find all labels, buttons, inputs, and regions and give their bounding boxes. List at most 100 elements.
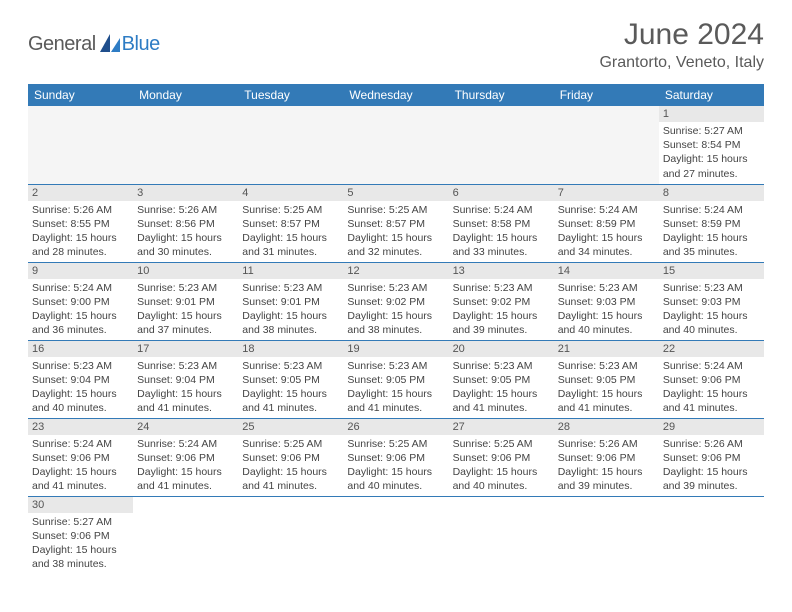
day-number: 17 <box>133 341 238 357</box>
day-line: Daylight: 15 hours <box>347 465 444 479</box>
calendar-table: Sunday Monday Tuesday Wednesday Thursday… <box>28 84 764 574</box>
calendar-cell: 28Sunrise: 5:26 AMSunset: 9:06 PMDayligh… <box>554 418 659 496</box>
day-body: Sunrise: 5:24 AMSunset: 9:00 PMDaylight:… <box>28 279 133 340</box>
day-line: Daylight: 15 hours <box>32 465 129 479</box>
day-number: 23 <box>28 419 133 435</box>
calendar-cell <box>133 106 238 184</box>
sail-icon <box>98 32 122 57</box>
day-line: Sunrise: 5:23 AM <box>558 359 655 373</box>
calendar-cell: 5Sunrise: 5:25 AMSunset: 8:57 PMDaylight… <box>343 184 448 262</box>
calendar-cell: 1Sunrise: 5:27 AMSunset: 8:54 PMDaylight… <box>659 106 764 184</box>
day-line: Sunset: 9:02 PM <box>347 295 444 309</box>
day-line: Sunrise: 5:27 AM <box>663 124 760 138</box>
calendar-row: 9Sunrise: 5:24 AMSunset: 9:00 PMDaylight… <box>28 262 764 340</box>
day-line: and 38 minutes. <box>242 323 339 337</box>
day-number: 3 <box>133 185 238 201</box>
day-number: 26 <box>343 419 448 435</box>
day-line: Sunrise: 5:24 AM <box>663 359 760 373</box>
day-line: and 40 minutes. <box>663 323 760 337</box>
calendar-cell: 8Sunrise: 5:24 AMSunset: 8:59 PMDaylight… <box>659 184 764 262</box>
calendar-cell: 3Sunrise: 5:26 AMSunset: 8:56 PMDaylight… <box>133 184 238 262</box>
day-line: and 36 minutes. <box>32 323 129 337</box>
day-line: and 41 minutes. <box>242 479 339 493</box>
day-body: Sunrise: 5:24 AMSunset: 9:06 PMDaylight:… <box>28 435 133 496</box>
day-line: Sunset: 9:06 PM <box>453 451 550 465</box>
calendar-cell: 14Sunrise: 5:23 AMSunset: 9:03 PMDayligh… <box>554 262 659 340</box>
day-line: Sunrise: 5:25 AM <box>242 203 339 217</box>
day-body: Sunrise: 5:26 AMSunset: 8:56 PMDaylight:… <box>133 201 238 262</box>
logo-text-blue: Blue <box>122 33 160 56</box>
day-line: Sunset: 9:06 PM <box>663 451 760 465</box>
day-number: 13 <box>449 263 554 279</box>
day-line: and 39 minutes. <box>663 479 760 493</box>
day-number: 22 <box>659 341 764 357</box>
day-line: Sunrise: 5:24 AM <box>32 281 129 295</box>
day-body: Sunrise: 5:23 AMSunset: 9:02 PMDaylight:… <box>343 279 448 340</box>
day-line: and 41 minutes. <box>137 401 234 415</box>
day-body: Sunrise: 5:24 AMSunset: 8:59 PMDaylight:… <box>659 201 764 262</box>
day-line: Daylight: 15 hours <box>347 387 444 401</box>
day-line: Daylight: 15 hours <box>32 309 129 323</box>
day-number: 16 <box>28 341 133 357</box>
day-line: Sunrise: 5:23 AM <box>453 359 550 373</box>
day-line: and 41 minutes. <box>137 479 234 493</box>
calendar-row: 30Sunrise: 5:27 AMSunset: 9:06 PMDayligh… <box>28 496 764 574</box>
day-body: Sunrise: 5:23 AMSunset: 9:04 PMDaylight:… <box>28 357 133 418</box>
day-line: Sunrise: 5:24 AM <box>663 203 760 217</box>
day-line: Daylight: 15 hours <box>663 465 760 479</box>
day-line: Sunrise: 5:26 AM <box>32 203 129 217</box>
day-line: and 27 minutes. <box>663 167 760 181</box>
day-line: and 30 minutes. <box>137 245 234 259</box>
day-number: 11 <box>238 263 343 279</box>
day-body: Sunrise: 5:24 AMSunset: 9:06 PMDaylight:… <box>659 357 764 418</box>
day-line: and 34 minutes. <box>558 245 655 259</box>
day-line: Sunset: 8:56 PM <box>137 217 234 231</box>
calendar-cell: 11Sunrise: 5:23 AMSunset: 9:01 PMDayligh… <box>238 262 343 340</box>
day-line: Sunset: 8:58 PM <box>453 217 550 231</box>
day-body: Sunrise: 5:23 AMSunset: 9:05 PMDaylight:… <box>238 357 343 418</box>
day-line: Sunrise: 5:24 AM <box>453 203 550 217</box>
day-line: Sunset: 9:06 PM <box>32 529 129 543</box>
day-line: Sunset: 9:05 PM <box>453 373 550 387</box>
day-line: and 38 minutes. <box>347 323 444 337</box>
calendar-cell <box>343 496 448 574</box>
day-line: and 40 minutes. <box>347 479 444 493</box>
day-number: 8 <box>659 185 764 201</box>
day-number: 9 <box>28 263 133 279</box>
day-line: Daylight: 15 hours <box>453 387 550 401</box>
day-line: Sunrise: 5:23 AM <box>32 359 129 373</box>
day-number: 20 <box>449 341 554 357</box>
day-line: Sunrise: 5:24 AM <box>32 437 129 451</box>
day-number: 2 <box>28 185 133 201</box>
calendar-cell <box>133 496 238 574</box>
logo: General Blue <box>28 32 160 57</box>
day-line: Sunrise: 5:26 AM <box>663 437 760 451</box>
day-line: Sunset: 9:01 PM <box>137 295 234 309</box>
calendar-cell: 6Sunrise: 5:24 AMSunset: 8:58 PMDaylight… <box>449 184 554 262</box>
calendar-cell: 26Sunrise: 5:25 AMSunset: 9:06 PMDayligh… <box>343 418 448 496</box>
day-number: 12 <box>343 263 448 279</box>
day-line: Daylight: 15 hours <box>137 231 234 245</box>
day-line: Daylight: 15 hours <box>242 309 339 323</box>
day-line: and 41 minutes. <box>242 401 339 415</box>
day-number: 5 <box>343 185 448 201</box>
weekday-header: Tuesday <box>238 84 343 106</box>
day-line: Sunset: 8:59 PM <box>663 217 760 231</box>
day-line: Daylight: 15 hours <box>663 231 760 245</box>
day-body: Sunrise: 5:25 AMSunset: 9:06 PMDaylight:… <box>238 435 343 496</box>
day-line: Sunset: 9:06 PM <box>558 451 655 465</box>
calendar-cell: 9Sunrise: 5:24 AMSunset: 9:00 PMDaylight… <box>28 262 133 340</box>
calendar-row: 2Sunrise: 5:26 AMSunset: 8:55 PMDaylight… <box>28 184 764 262</box>
day-line: and 32 minutes. <box>347 245 444 259</box>
day-number: 15 <box>659 263 764 279</box>
day-body: Sunrise: 5:26 AMSunset: 9:06 PMDaylight:… <box>554 435 659 496</box>
calendar-cell: 30Sunrise: 5:27 AMSunset: 9:06 PMDayligh… <box>28 496 133 574</box>
day-line: Sunset: 9:06 PM <box>137 451 234 465</box>
day-line: and 35 minutes. <box>663 245 760 259</box>
day-line: and 40 minutes. <box>453 479 550 493</box>
day-line: and 41 minutes. <box>347 401 444 415</box>
day-line: Daylight: 15 hours <box>137 387 234 401</box>
day-line: and 40 minutes. <box>558 323 655 337</box>
calendar-cell <box>238 106 343 184</box>
day-line: Daylight: 15 hours <box>453 309 550 323</box>
